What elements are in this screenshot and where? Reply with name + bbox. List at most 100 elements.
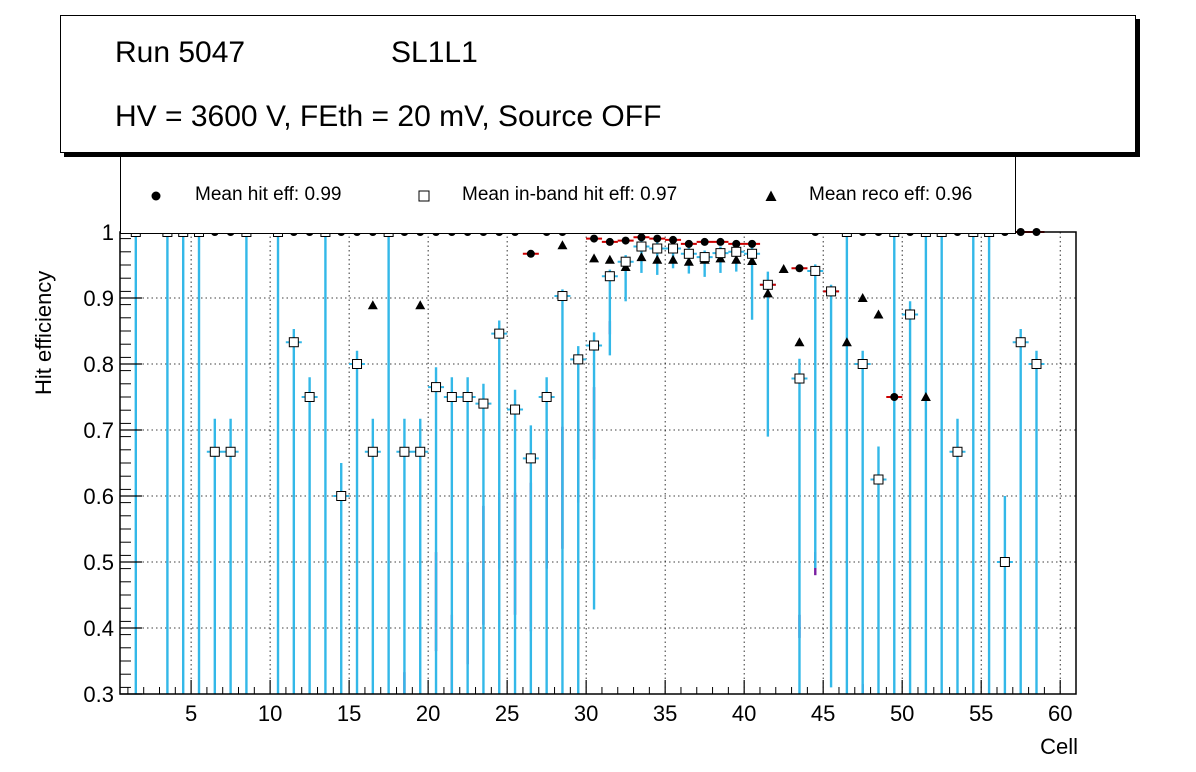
inband-point	[431, 382, 442, 393]
axes: 5 10 15 20 25 30 35 40 45 50 55 60 0.3 0.4 0.5 0.6 0.7 0.…	[83, 220, 1072, 726]
inband-point	[525, 453, 536, 464]
legend-inband-marker-icon	[418, 190, 430, 202]
inband-point	[494, 328, 505, 339]
hit-point	[795, 264, 804, 273]
reco-point	[415, 300, 426, 310]
x-tick-label: 40	[732, 701, 756, 726]
reco-point	[794, 337, 805, 347]
inband-point	[810, 265, 821, 276]
legend-hit-marker-icon	[151, 191, 161, 201]
inband-point	[731, 246, 742, 257]
x-axis-label: Cell	[1040, 734, 1078, 759]
reco-point	[367, 300, 378, 310]
x-tick-label: 25	[495, 701, 519, 726]
reco-point	[747, 256, 758, 266]
inband-point	[462, 392, 473, 402]
reco-point	[668, 254, 679, 264]
inband-point	[557, 291, 568, 302]
inband-point	[541, 392, 552, 402]
reco-point	[636, 252, 647, 262]
reco-point	[557, 240, 568, 250]
y-tick-label: 0.6	[83, 484, 114, 509]
inband-point	[336, 491, 347, 501]
reco-point	[873, 309, 884, 319]
x-tick-label: 5	[185, 701, 197, 726]
inband-point	[604, 271, 615, 282]
reco-point	[857, 293, 868, 302]
y-tick-label: 0.4	[83, 616, 114, 641]
inband-point	[873, 474, 884, 485]
legend-hit-label: Mean hit eff: 0.99	[195, 184, 342, 205]
hit-point	[653, 234, 662, 243]
reco-point	[778, 263, 789, 273]
y-tick-label: 0.7	[83, 418, 114, 443]
conditions-label: HV = 3600 V, FEth = 20 mV, Source OFF	[115, 100, 662, 133]
legend: Mean hit eff: 0.99 Mean in-band hit eff:…	[120, 156, 1016, 234]
y-tick-label: 0.8	[83, 352, 114, 377]
x-tick-label: 15	[337, 701, 361, 726]
inband-point	[699, 252, 710, 263]
y-tick-label: 0.3	[83, 682, 114, 707]
x-tick-label: 60	[1048, 701, 1072, 726]
reco-point	[683, 256, 694, 266]
inband-point	[620, 256, 631, 267]
inband-point	[952, 446, 963, 457]
reco-point	[604, 254, 615, 264]
inband-point	[573, 354, 584, 365]
y-tick-label: 1	[102, 220, 114, 245]
inband-point	[478, 398, 489, 409]
legend-inband-label: Mean in-band hit eff: 0.97	[462, 184, 678, 205]
inband-point	[415, 446, 426, 457]
reco-point	[589, 253, 600, 263]
inband-point	[636, 241, 647, 252]
inband-point	[652, 243, 663, 254]
hit-point	[621, 236, 630, 245]
hit-point	[684, 239, 693, 248]
reco-point	[920, 392, 931, 401]
hit-point	[590, 234, 599, 243]
x-tick-label: 50	[890, 701, 914, 726]
inband-point	[288, 337, 299, 348]
run-label: Run 5047	[115, 36, 246, 69]
x-tick-label: 55	[969, 701, 993, 726]
hit-point	[526, 249, 535, 258]
inband-point	[826, 286, 837, 297]
x-tick-label: 20	[416, 701, 440, 726]
inband-point	[762, 279, 773, 290]
inband-point	[905, 309, 916, 320]
inband-point	[304, 392, 315, 402]
layer-label: SL1L1	[391, 36, 478, 69]
inband-point	[715, 248, 726, 259]
hit-point	[890, 393, 899, 401]
inband-point	[999, 557, 1010, 567]
hit-point	[637, 233, 646, 242]
hit-point	[605, 237, 614, 246]
inband-point	[225, 446, 236, 457]
reco-point	[652, 254, 663, 264]
inband-point	[747, 248, 758, 259]
inband-point	[367, 446, 378, 457]
inband-point	[668, 243, 679, 254]
hit-point	[716, 237, 725, 246]
hit-point	[700, 237, 709, 246]
inband-point	[1015, 337, 1026, 348]
x-tick-label: 45	[811, 701, 835, 726]
title-panel: Run 5047 SL1L1 HV = 3600 V, FEth = 20 mV…	[60, 15, 1136, 153]
inband-point	[446, 392, 457, 402]
inband-point	[1031, 359, 1042, 369]
x-tick-label: 10	[258, 701, 282, 726]
legend-reco-label: Mean reco eff: 0.96	[809, 184, 973, 205]
inband-point	[352, 359, 363, 369]
reco-point	[731, 254, 742, 264]
inband-point	[589, 340, 600, 351]
y-tick-label: 0.5	[83, 550, 114, 575]
hit-point	[669, 235, 678, 244]
hit-point	[732, 239, 741, 248]
inband-point	[510, 404, 521, 415]
reco-point	[762, 288, 773, 298]
legend-reco-marker-icon	[765, 190, 777, 201]
plot-frame	[119, 231, 1077, 695]
hit-point	[748, 239, 757, 248]
inband-point	[794, 373, 805, 384]
inband-point	[399, 446, 410, 457]
